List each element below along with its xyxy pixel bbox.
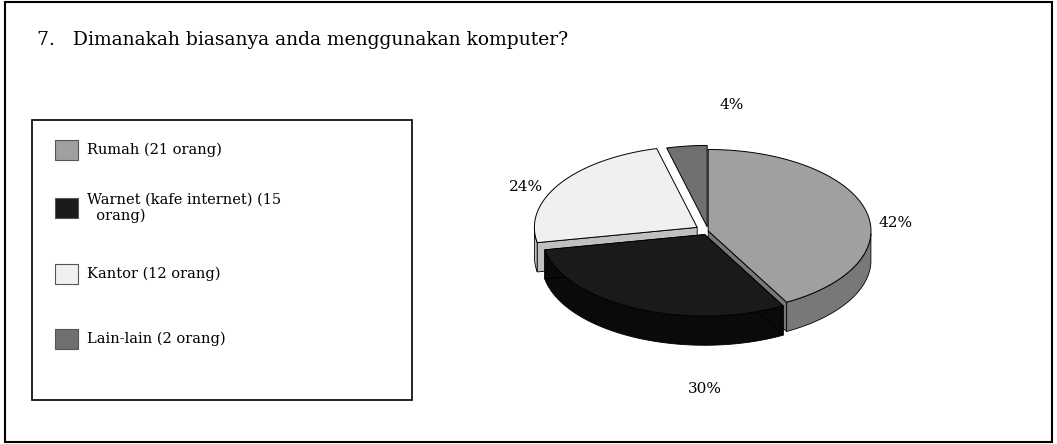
Text: Rumah (21 orang): Rumah (21 orang): [87, 143, 222, 157]
Text: Kantor (12 orang): Kantor (12 orang): [87, 267, 220, 281]
Text: 30%: 30%: [688, 382, 722, 396]
Polygon shape: [705, 234, 783, 335]
Polygon shape: [667, 146, 707, 227]
Polygon shape: [708, 150, 871, 302]
Text: 42%: 42%: [878, 216, 912, 230]
Text: 24%: 24%: [509, 180, 543, 194]
Polygon shape: [544, 234, 783, 316]
Polygon shape: [544, 250, 783, 345]
Text: 7.   Dimanakah biasanya anda menggunakan komputer?: 7. Dimanakah biasanya anda menggunakan k…: [37, 31, 568, 49]
Polygon shape: [537, 227, 698, 272]
Text: 4%: 4%: [720, 98, 744, 112]
Polygon shape: [708, 231, 786, 332]
Polygon shape: [535, 149, 698, 242]
Polygon shape: [544, 234, 705, 279]
Text: Lain-lain (2 orang): Lain-lain (2 orang): [87, 331, 225, 346]
Text: Warnet (kafe internet) (15
  orang): Warnet (kafe internet) (15 orang): [87, 192, 281, 223]
Polygon shape: [786, 234, 871, 332]
Polygon shape: [535, 229, 537, 272]
